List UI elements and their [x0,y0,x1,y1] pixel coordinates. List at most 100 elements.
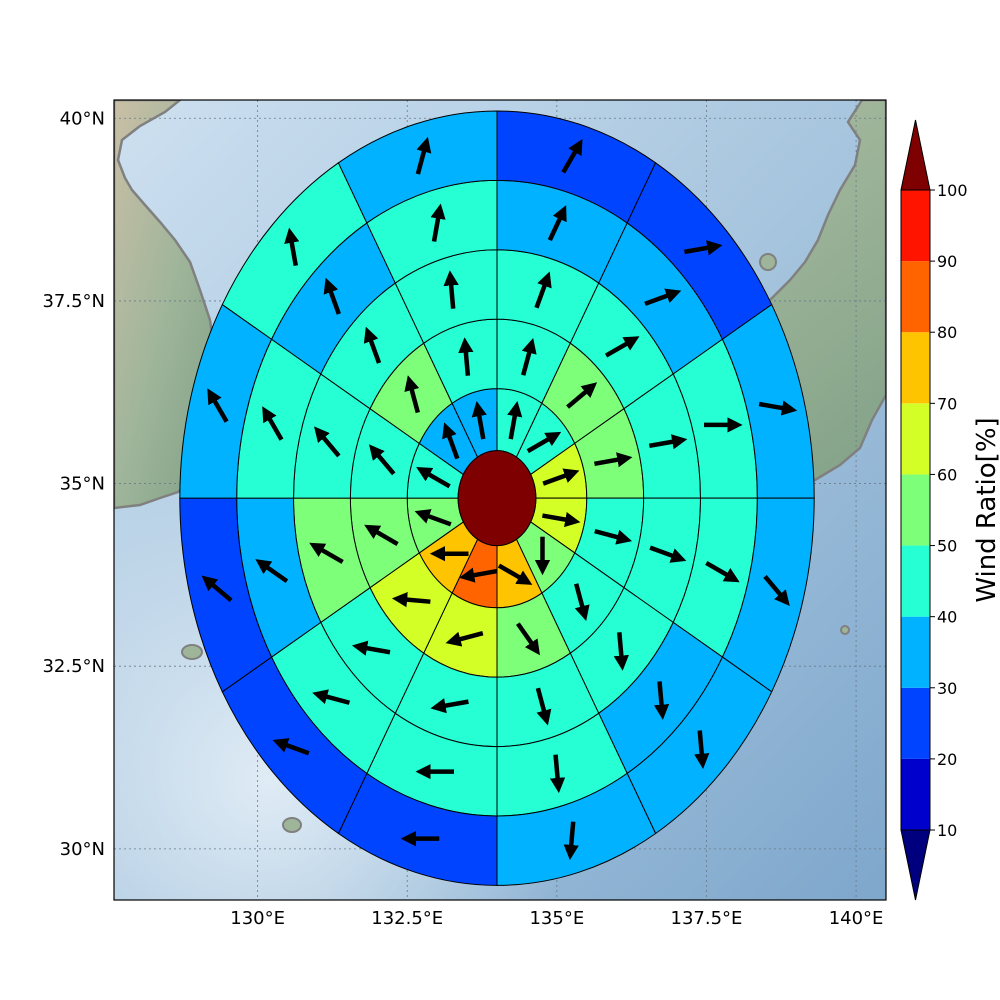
center-cell [457,450,537,547]
island-goto [181,644,203,660]
longitude-tick-label: 140°E [829,908,884,929]
longitude-ticks: 130°E 132.5°E 135°E 137.5°E 140°E [230,908,883,929]
colorbar-segment [901,687,930,759]
colorbar-segment [901,545,930,617]
wind-arrow [471,401,487,440]
wind-ratio-cells [179,110,815,886]
wind-arrow [644,288,682,306]
colorbar-over-extension [900,119,931,191]
colorbar: 10 20 30 40 50 60 70 80 90 100 [900,119,968,901]
colorbar-segment [901,474,930,546]
wind-arrow [363,326,382,364]
longitude-tick-label: 137.5°E [671,908,743,929]
wind-arrow [694,730,710,769]
wind-arrow [763,574,790,606]
wind-arrow [368,444,396,476]
wind-direction-arrows [201,136,798,861]
colorbar-tick-label: 20 [937,750,957,769]
wind-arrow [262,406,284,441]
map-axes [114,100,886,900]
wind-arrow [414,509,452,527]
wind-arrow [561,138,583,174]
colorbar-segment [901,758,930,830]
wind-arrow [415,136,432,175]
wind-arrow [648,434,688,450]
colorbar-tick-label: 70 [937,394,957,413]
wind-arrow [684,240,723,256]
latitude-tick-label: 40°N [60,108,105,129]
wind-arrow [391,592,431,608]
wind-arrow [649,545,687,563]
colorbar-tick-label: 60 [937,465,957,484]
colorbar-segment [901,403,930,475]
colorbar-tick-label: 10 [937,821,957,840]
wind-arrow [535,687,552,726]
wind-arrow [604,336,640,358]
wind-arrow [312,689,351,705]
wind-arrow [542,468,580,486]
colorbar-tick-label: 50 [937,537,957,556]
colorbar-segment [901,190,930,262]
wind-arrow [314,426,341,458]
island-izu [840,625,850,635]
wind-arrow [255,559,289,584]
wind-arrow [521,337,537,376]
wind-arrow [705,560,740,583]
latitude-tick-label: 35°N [60,474,105,495]
wind-arrow [207,388,229,423]
latitude-tick-label: 32.5°N [42,656,105,677]
wind-arrow [549,754,566,794]
wind-arrow [201,575,233,603]
wind-arrow [459,567,498,583]
latitude-ticks: 30°N 32.5°N 35°N 37.5°N 40°N [42,108,105,860]
wind-arrow [443,270,459,309]
wind-arrow [351,640,391,656]
colorbar-tick-label: 90 [937,252,957,271]
colorbar-tick-label: 40 [937,608,957,627]
wind-arrow [497,563,533,585]
wind-arrow [526,431,562,454]
wind-arrow [507,401,523,440]
island-yakushima [282,817,302,833]
latitude-tick-label: 30°N [60,839,105,860]
wind-arrow [458,337,474,376]
wind-arrow [442,422,460,460]
wind-arrow [416,467,451,489]
wind-arrow [574,583,590,622]
wind-arrow [272,738,310,756]
colorbar-segment [901,261,930,333]
wind-arrow [430,698,469,714]
island-sado [759,253,777,271]
wind-arrow [309,542,344,564]
longitude-tick-label: 135°E [529,908,584,929]
wind-arrow [323,277,341,315]
colorbar-title: Wind Ratio[%] [972,417,1000,602]
wind-arrow [430,203,446,242]
wind-arrow [613,632,629,671]
colorbar-tick-label: 80 [937,323,957,342]
longitude-tick-label: 130°E [230,908,285,929]
wind-arrow [542,512,581,528]
wind-arrow [404,375,421,414]
wind-arrow [516,622,540,656]
wind-arrow [566,382,598,409]
wind-arrow [547,205,567,242]
colorbar-tick-label: 100 [937,181,968,200]
wind-arrow [758,400,798,416]
wind-arrow [563,821,579,861]
colorbar-segment [901,332,930,404]
wind-arrow [594,528,633,545]
colorbar-outline [900,189,931,831]
latitude-tick-label: 37.5°N [42,291,105,312]
colorbar-tick-label: 30 [937,679,957,698]
wind-arrow [364,524,399,546]
map-frame [113,99,887,901]
wind-arrow [445,630,484,647]
wind-arrow [594,452,633,468]
wind-arrow [284,227,300,267]
wind-arrow [653,681,670,720]
wind-arrow [534,271,552,309]
colorbar-segment [901,616,930,688]
colorbar-under-extension [900,829,931,901]
